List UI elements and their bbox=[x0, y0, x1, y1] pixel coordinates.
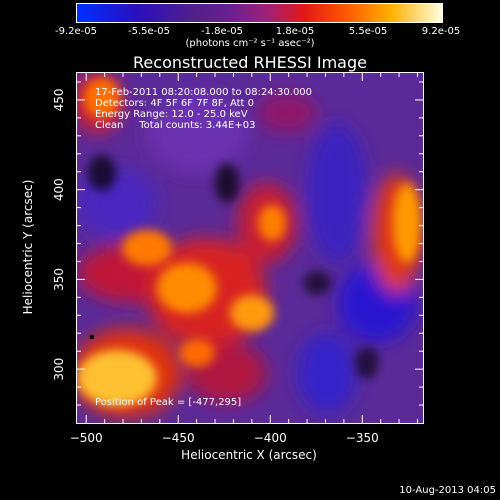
x-tick-label: −500 bbox=[70, 431, 103, 445]
colorbar-tick-label: -5.5e-05 bbox=[128, 26, 170, 37]
y-tick-label: 300 bbox=[52, 358, 66, 381]
energy-range-text: Energy Range: 12.0 - 25.0 keV bbox=[95, 109, 248, 120]
y-tick-label: 350 bbox=[52, 268, 66, 291]
peak-position-text: Position of Peak = [-477,295] bbox=[95, 397, 242, 408]
x-tick-label: −400 bbox=[254, 431, 287, 445]
colorbar-tick-label: -1.8e-05 bbox=[201, 26, 243, 37]
colorbar-tick-label: 5.5e-05 bbox=[348, 26, 388, 37]
y-tick-label: 450 bbox=[52, 88, 66, 111]
x-axis-label: Heliocentric X (arcsec) bbox=[181, 448, 317, 462]
x-tick-label: −350 bbox=[346, 431, 379, 445]
observation-time-text: 17-Feb-2011 08:20:08.000 to 08:24:30.000 bbox=[95, 87, 313, 98]
peak-marker bbox=[89, 334, 94, 339]
colorbar-tick-label: 1.8e-05 bbox=[275, 26, 315, 37]
x-tick-label: −450 bbox=[162, 431, 195, 445]
plot-title: Reconstructed RHESSI Image bbox=[133, 53, 367, 72]
colorbar-tick-label: 9.2e-05 bbox=[421, 26, 461, 37]
plot-area: 17-Feb-2011 08:20:08.000 to 08:24:30.000… bbox=[76, 72, 424, 424]
colorbar-gradient bbox=[76, 3, 443, 23]
clean-counts-text: Clean Total counts: 3.44E+03 bbox=[95, 120, 256, 131]
colorbar-unit-label: (photons cm⁻² s⁻¹ asec⁻²) bbox=[185, 38, 315, 49]
heatmap-image bbox=[77, 73, 423, 423]
detectors-text: Detectors: 4F 5F 6F 7F 8F, Att 0 bbox=[95, 98, 255, 109]
y-axis-label: Heliocentric Y (arcsec) bbox=[21, 179, 35, 315]
footer-date: 10-Aug-2013 04:05 bbox=[399, 485, 496, 496]
colorbar-tick-label: -9.2e-05 bbox=[55, 26, 97, 37]
y-tick-label: 400 bbox=[52, 178, 66, 201]
